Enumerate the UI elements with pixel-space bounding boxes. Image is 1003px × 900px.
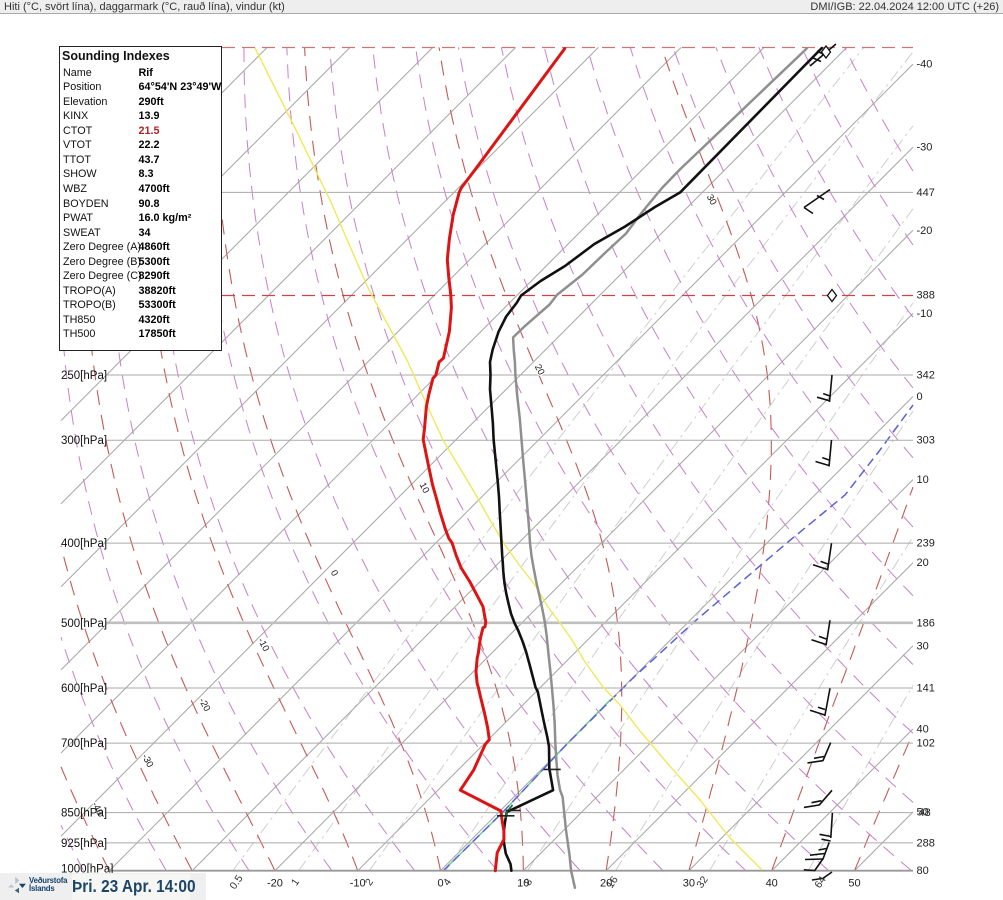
svg-text:48: 48 [919, 807, 931, 819]
svg-text:50: 50 [917, 807, 929, 819]
svg-text:-10: -10 [350, 878, 366, 890]
svg-text:20: 20 [917, 557, 929, 569]
svg-text:250[hPa]: 250[hPa] [61, 370, 107, 382]
svg-text:-40: -40 [917, 59, 933, 71]
svg-text:141: 141 [917, 683, 935, 695]
svg-text:-30: -30 [917, 142, 933, 154]
svg-text:102: 102 [917, 738, 935, 750]
svg-text:30: 30 [704, 193, 719, 208]
svg-text:0: 0 [917, 391, 923, 403]
svg-text:32: 32 [694, 874, 711, 891]
svg-text:20: 20 [600, 878, 612, 890]
svg-text:1000[hPa]: 1000[hPa] [61, 864, 113, 876]
svg-text:40: 40 [766, 878, 778, 890]
svg-text:0.5: 0.5 [227, 873, 245, 892]
svg-text:303: 303 [917, 435, 935, 447]
svg-text:30: 30 [683, 878, 695, 890]
svg-text:288: 288 [917, 837, 935, 849]
svg-text:700[hPa]: 700[hPa] [61, 738, 107, 750]
svg-text:10: 10 [517, 878, 529, 890]
svg-text:-10: -10 [917, 308, 933, 320]
svg-text:2: 2 [363, 876, 376, 888]
svg-text:1: 1 [289, 876, 302, 888]
svg-text:64: 64 [812, 874, 829, 891]
svg-text:50: 50 [848, 878, 860, 890]
svg-text:342: 342 [917, 370, 935, 382]
svg-text:447: 447 [917, 187, 935, 199]
svg-text:30: 30 [917, 640, 929, 652]
svg-text:400[hPa]: 400[hPa] [61, 538, 107, 550]
svg-text:16: 16 [604, 874, 621, 891]
svg-text:40: 40 [917, 723, 929, 735]
svg-text:10: 10 [917, 474, 929, 486]
svg-text:600[hPa]: 600[hPa] [61, 683, 107, 695]
svg-text:10: 10 [417, 481, 432, 496]
svg-text:239: 239 [917, 538, 935, 550]
svg-text:186: 186 [917, 617, 935, 629]
svg-text:4: 4 [441, 876, 454, 888]
svg-text:-20: -20 [267, 878, 283, 890]
svg-text:500[hPa]: 500[hPa] [61, 618, 107, 630]
svg-text:-20: -20 [917, 225, 933, 237]
svg-text:0: 0 [437, 878, 443, 890]
svg-text:925[hPa]: 925[hPa] [61, 838, 107, 850]
svg-text:80: 80 [917, 865, 929, 877]
svg-text:0: 0 [328, 568, 340, 578]
svg-text:850[hPa]: 850[hPa] [61, 808, 107, 820]
svg-text:8: 8 [522, 876, 535, 888]
svg-text:388: 388 [917, 290, 935, 302]
svg-text:300[hPa]: 300[hPa] [61, 435, 107, 447]
